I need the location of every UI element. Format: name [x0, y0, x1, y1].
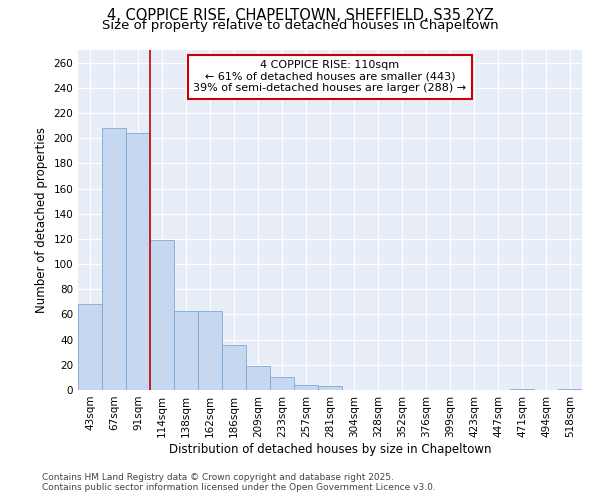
Text: 4 COPPICE RISE: 110sqm
← 61% of detached houses are smaller (443)
39% of semi-de: 4 COPPICE RISE: 110sqm ← 61% of detached…	[193, 60, 467, 94]
Y-axis label: Number of detached properties: Number of detached properties	[35, 127, 48, 313]
X-axis label: Distribution of detached houses by size in Chapeltown: Distribution of detached houses by size …	[169, 442, 491, 456]
Bar	[294, 385, 318, 390]
Bar	[150, 240, 174, 390]
Bar	[102, 128, 126, 390]
Bar	[318, 386, 342, 390]
Bar	[126, 133, 150, 390]
Text: Size of property relative to detached houses in Chapeltown: Size of property relative to detached ho…	[101, 18, 499, 32]
Text: Contains HM Land Registry data © Crown copyright and database right 2025.
Contai: Contains HM Land Registry data © Crown c…	[42, 473, 436, 492]
Text: 4, COPPICE RISE, CHAPELTOWN, SHEFFIELD, S35 2YZ: 4, COPPICE RISE, CHAPELTOWN, SHEFFIELD, …	[107, 8, 493, 22]
Bar	[174, 310, 198, 390]
Bar	[246, 366, 270, 390]
Bar	[78, 304, 102, 390]
Bar	[222, 344, 246, 390]
Bar	[558, 388, 582, 390]
Bar	[198, 310, 222, 390]
Bar	[270, 378, 294, 390]
Bar	[510, 388, 534, 390]
